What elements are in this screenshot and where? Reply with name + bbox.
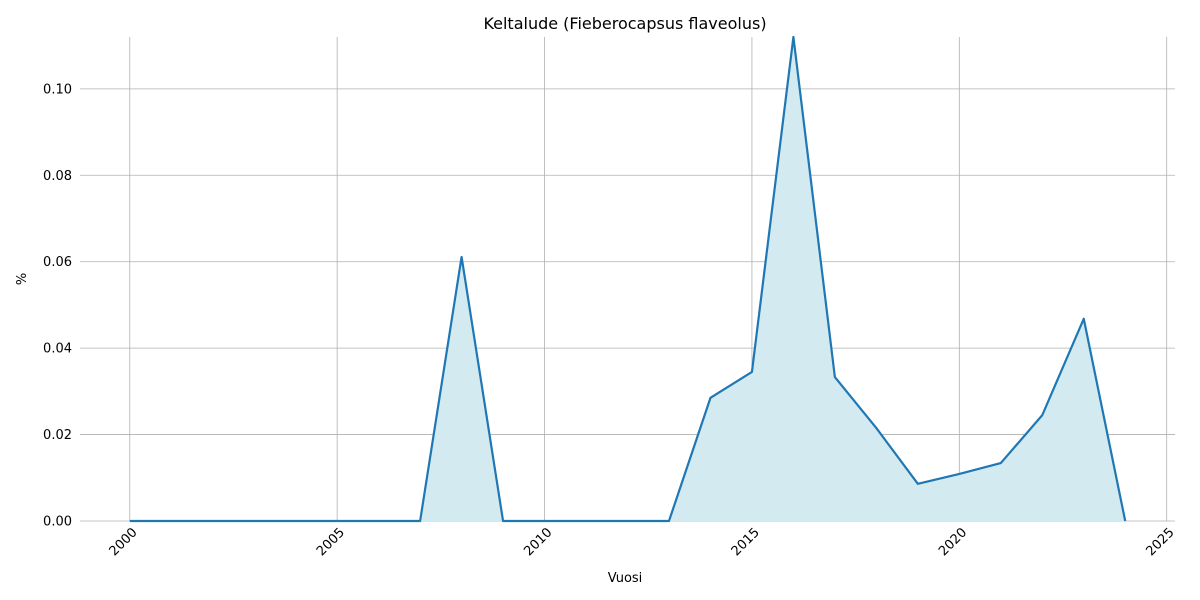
line (129, 35, 1127, 523)
x-axis-label: Vuosi (608, 571, 643, 586)
x-tick-label: 2020 (936, 525, 970, 559)
y-tick-label: 0.00 (43, 515, 72, 530)
x-tick-label: 2010 (521, 525, 555, 559)
y-tick-label: 0.02 (43, 428, 72, 443)
y-tick-label: 0.06 (43, 255, 72, 270)
y-tick-label: 0.08 (43, 169, 72, 184)
chart-title: Keltalude (Fieberocapsus flaveolus) (483, 14, 766, 33)
x-tick-label: 2015 (729, 525, 763, 559)
area-fill (129, 37, 1126, 521)
y-tick-label: 0.10 (43, 82, 72, 97)
x-tick-label: 2025 (1144, 525, 1178, 559)
y-axis-label: % (15, 273, 30, 285)
y-tick-label: 0.04 (43, 342, 72, 357)
x-tick-label: 2000 (107, 525, 141, 559)
x-tick-label: 2005 (314, 525, 348, 559)
